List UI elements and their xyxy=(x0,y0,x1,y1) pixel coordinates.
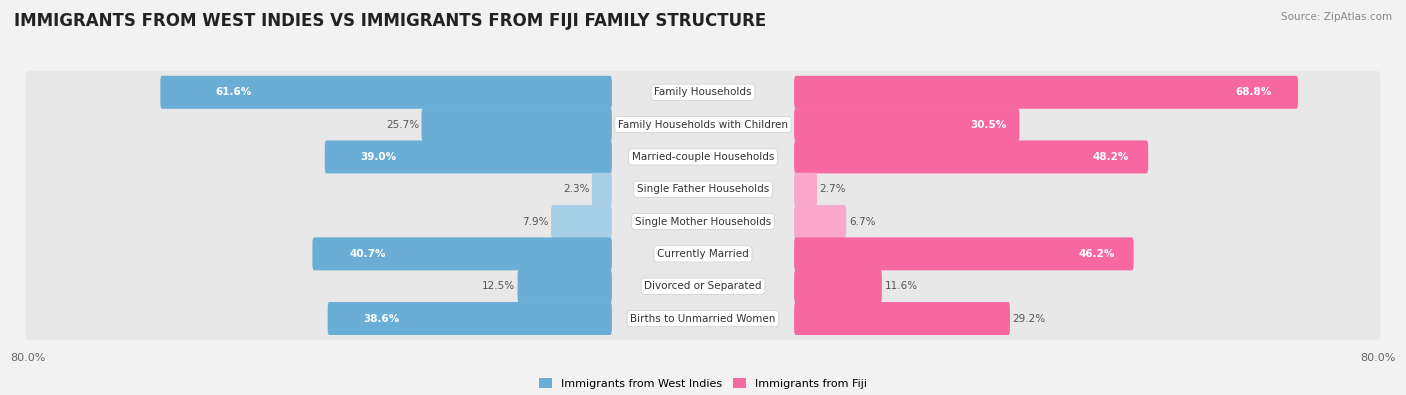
FancyBboxPatch shape xyxy=(325,141,612,173)
FancyBboxPatch shape xyxy=(25,200,1381,243)
FancyBboxPatch shape xyxy=(25,265,1381,308)
Text: 2.7%: 2.7% xyxy=(820,184,846,194)
Text: 6.7%: 6.7% xyxy=(849,216,876,227)
Text: Family Households: Family Households xyxy=(654,87,752,97)
FancyBboxPatch shape xyxy=(422,108,612,141)
FancyBboxPatch shape xyxy=(794,108,1019,141)
Legend: Immigrants from West Indies, Immigrants from Fiji: Immigrants from West Indies, Immigrants … xyxy=(534,374,872,393)
Text: 2.3%: 2.3% xyxy=(562,184,589,194)
FancyBboxPatch shape xyxy=(25,103,1381,146)
Text: Family Households with Children: Family Households with Children xyxy=(619,120,787,130)
Text: Married-couple Households: Married-couple Households xyxy=(631,152,775,162)
FancyBboxPatch shape xyxy=(312,237,612,270)
Text: 12.5%: 12.5% xyxy=(482,281,515,291)
FancyBboxPatch shape xyxy=(794,173,817,206)
Text: 46.2%: 46.2% xyxy=(1078,249,1115,259)
FancyBboxPatch shape xyxy=(25,168,1381,211)
FancyBboxPatch shape xyxy=(794,302,1010,335)
Text: 39.0%: 39.0% xyxy=(360,152,396,162)
FancyBboxPatch shape xyxy=(160,76,612,109)
Text: 61.6%: 61.6% xyxy=(215,87,252,97)
FancyBboxPatch shape xyxy=(551,205,612,238)
Text: 7.9%: 7.9% xyxy=(522,216,548,227)
FancyBboxPatch shape xyxy=(25,297,1381,340)
FancyBboxPatch shape xyxy=(25,135,1381,178)
Text: 11.6%: 11.6% xyxy=(884,281,918,291)
FancyBboxPatch shape xyxy=(794,141,1149,173)
FancyBboxPatch shape xyxy=(794,270,882,303)
FancyBboxPatch shape xyxy=(517,270,612,303)
Text: 40.7%: 40.7% xyxy=(350,249,387,259)
Text: Single Father Households: Single Father Households xyxy=(637,184,769,194)
Text: Births to Unmarried Women: Births to Unmarried Women xyxy=(630,314,776,324)
Text: 48.2%: 48.2% xyxy=(1092,152,1129,162)
FancyBboxPatch shape xyxy=(25,71,1381,114)
Text: Single Mother Households: Single Mother Households xyxy=(636,216,770,227)
FancyBboxPatch shape xyxy=(794,237,1133,270)
Text: 38.6%: 38.6% xyxy=(363,314,399,324)
Text: Currently Married: Currently Married xyxy=(657,249,749,259)
FancyBboxPatch shape xyxy=(25,233,1381,275)
FancyBboxPatch shape xyxy=(794,76,1298,109)
FancyBboxPatch shape xyxy=(592,173,612,206)
Text: 29.2%: 29.2% xyxy=(1012,314,1046,324)
Text: 68.8%: 68.8% xyxy=(1234,87,1271,97)
Text: Source: ZipAtlas.com: Source: ZipAtlas.com xyxy=(1281,12,1392,22)
Text: 25.7%: 25.7% xyxy=(385,120,419,130)
Text: IMMIGRANTS FROM WEST INDIES VS IMMIGRANTS FROM FIJI FAMILY STRUCTURE: IMMIGRANTS FROM WEST INDIES VS IMMIGRANT… xyxy=(14,12,766,30)
FancyBboxPatch shape xyxy=(328,302,612,335)
Text: Divorced or Separated: Divorced or Separated xyxy=(644,281,762,291)
Text: 30.5%: 30.5% xyxy=(970,120,1007,130)
FancyBboxPatch shape xyxy=(794,205,846,238)
